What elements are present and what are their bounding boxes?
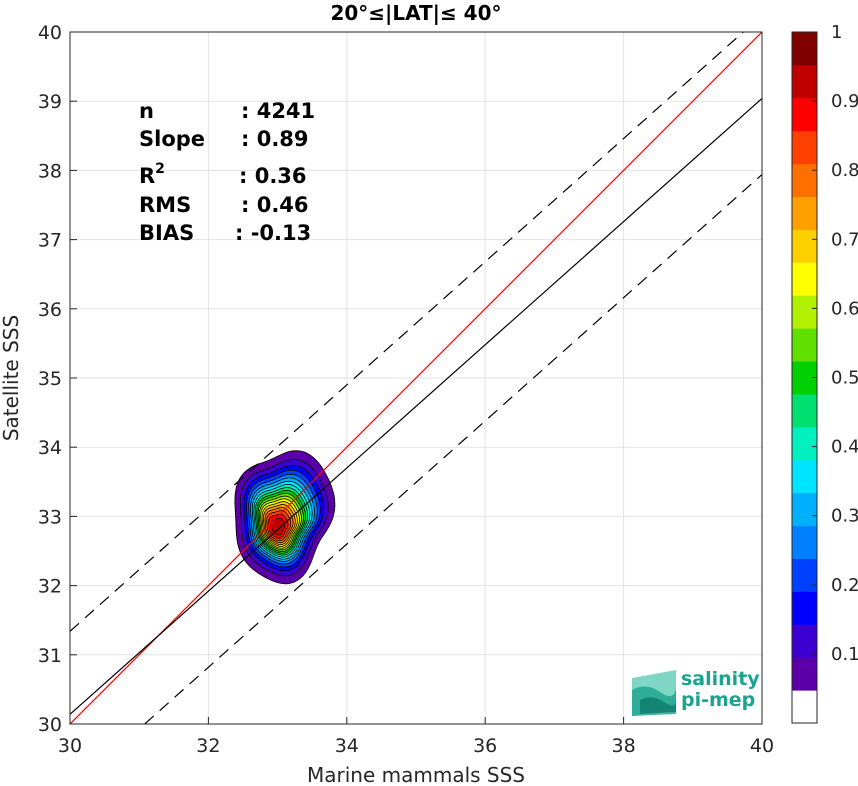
x-axis: 30 32 34 36 38 40 — [58, 717, 774, 757]
colorbar-swatch — [792, 657, 817, 691]
x-tick-label: 38 — [612, 735, 636, 757]
y-tick-label: 36 — [38, 299, 62, 321]
colorbar-swatch — [792, 262, 817, 296]
stat-value: : 0.46 — [241, 193, 309, 217]
one-to-one-line — [70, 32, 762, 724]
fit-lines — [70, 32, 762, 724]
y-tick-label: 33 — [38, 506, 62, 528]
upper-bound-line — [70, 32, 745, 632]
chart-title: 20°≤|LAT|≤ 40° — [330, 1, 501, 25]
contour-level — [270, 517, 286, 536]
colorbar-swatch — [792, 558, 817, 592]
colorbar-swatch — [792, 459, 817, 494]
stat-label: BIAS — [139, 221, 194, 245]
y-tick-label: 37 — [38, 230, 62, 252]
y-tick-label: 40 — [38, 22, 62, 44]
density-contours — [234, 450, 336, 585]
y-axis-label: Satellite SSS — [0, 315, 23, 441]
colorbar-tick-label: 0.2 — [831, 575, 858, 596]
lower-bound-line — [143, 174, 762, 724]
colorbar-tick-label: 0.7 — [831, 229, 858, 250]
y-tick-label: 31 — [38, 645, 62, 667]
colorbar-tick-label: 0.1 — [831, 644, 858, 665]
colorbar-swatch — [792, 492, 817, 527]
colorbar-swatch — [792, 196, 817, 230]
stat-value: : -0.13 — [235, 221, 311, 245]
x-axis-label: Marine mammals SSS — [307, 763, 525, 786]
y-tick-label: 35 — [38, 368, 62, 390]
colorbar-swatch — [792, 97, 817, 132]
y-tick-label: 39 — [38, 91, 62, 113]
colorbar-tick-label: 0.4 — [831, 437, 858, 458]
colorbar-swatch — [792, 295, 817, 329]
colorbar: 0.1 0.2 0.3 0.4 0.5 0.6 0.7 0.8 0.9 1 — [791, 22, 858, 724]
grid — [69, 31, 763, 725]
colorbar-swatch — [792, 393, 817, 428]
logo-text-salinity: salinity — [681, 668, 760, 690]
colorbar-swatch — [792, 328, 817, 362]
stat-label: RMS — [139, 193, 191, 217]
y-axis: 30 31 32 33 34 35 36 37 38 39 40 — [38, 22, 77, 736]
colorbar-swatch — [792, 690, 817, 724]
stat-label: n — [139, 99, 154, 123]
colorbar-tick-label: 0.9 — [831, 91, 858, 112]
y-tick-label: 38 — [38, 160, 62, 182]
colorbar-tick-label: 0.3 — [831, 506, 858, 527]
colorbar-swatch — [792, 426, 817, 461]
colorbar-tick-label: 1 — [831, 22, 842, 43]
colorbar-tick-label: 0.8 — [831, 160, 858, 181]
stat-value: : 0.89 — [241, 127, 309, 151]
colorbar-tick-label: 0.6 — [831, 298, 858, 319]
x-tick-label: 40 — [750, 735, 774, 757]
x-tick-label: 34 — [335, 735, 359, 757]
colorbar-swatch — [792, 130, 817, 165]
stat-value: : 0.36 — [239, 164, 307, 188]
y-tick-label: 30 — [38, 714, 62, 736]
colorbar-swatch — [792, 32, 817, 66]
colorbar-swatch — [792, 163, 817, 198]
y-tick-label: 34 — [38, 437, 62, 459]
colorbar-swatch — [792, 64, 817, 99]
stat-label: Slope — [139, 127, 205, 151]
logo-text-pi-mep: pi-mep — [681, 689, 755, 711]
colorbar-tick-label: 0.5 — [831, 368, 858, 389]
colorbar-swatch — [792, 229, 817, 263]
colorbar-swatch — [792, 624, 817, 658]
stat-value: : 4241 — [241, 99, 315, 123]
x-tick-label: 32 — [196, 735, 220, 757]
x-tick-label: 36 — [473, 735, 497, 757]
x-tick-label: 30 — [58, 735, 82, 757]
salinity-pi-mep-logo: salinity pi-mep — [632, 668, 760, 716]
regression-line — [70, 97, 762, 715]
colorbar-swatch — [792, 525, 817, 559]
colorbar-swatch — [792, 591, 817, 625]
stat-label: R2 — [139, 161, 165, 188]
y-tick-label: 32 — [38, 576, 62, 598]
stats-box: n : 4241 Slope : 0.89 R2 : 0.36 RMS : 0.46 BIAS:… — [139, 99, 315, 245]
